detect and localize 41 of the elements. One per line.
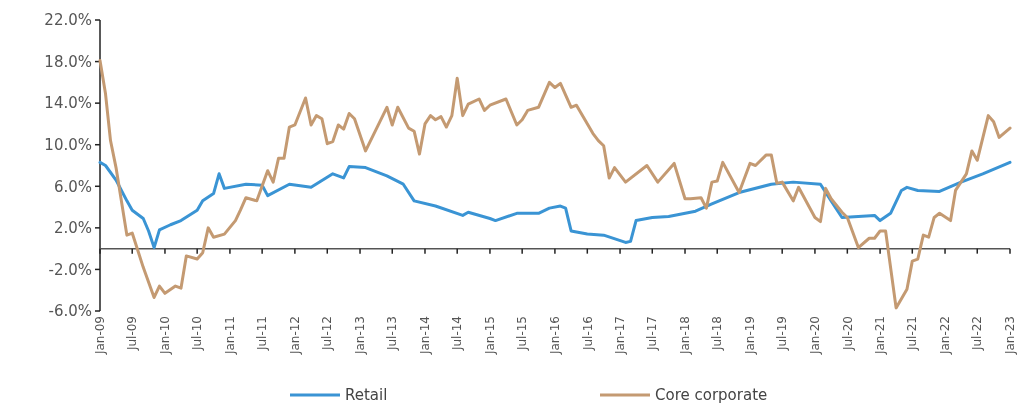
x-tick-label: Jul-10: [190, 316, 205, 352]
y-tick-label: 22.0%: [44, 11, 92, 30]
x-tick-label: Jul-21: [905, 316, 920, 352]
x-tick-label: Jul-22: [970, 316, 985, 352]
legend-label: Core corporate: [655, 386, 768, 404]
x-tick-label: Jan-14: [418, 316, 433, 356]
x-tick-label: Jul-15: [515, 316, 530, 352]
x-tick-label: Jan-17: [613, 316, 628, 356]
x-tick-label: Jul-18: [710, 316, 725, 352]
x-tick-label: Jan-22: [938, 316, 953, 356]
x-tick-label: Jul-11: [255, 316, 270, 352]
x-tick-label: Jul-13: [385, 316, 400, 352]
x-tick-label: Jan-15: [483, 316, 498, 356]
x-tick-label: Jan-23: [1003, 316, 1018, 356]
line-series: [98, 160, 1012, 250]
line-series: [98, 59, 1012, 310]
x-tick-label: Jan-09: [93, 316, 108, 356]
x-tick-label: Jan-10: [158, 316, 173, 356]
x-tick-label: Jul-19: [775, 316, 790, 352]
x-tick-label: Jan-11: [223, 316, 238, 356]
x-tick-label: Jul-16: [580, 316, 595, 352]
x-tick-label: Jan-16: [548, 316, 563, 356]
y-tick-label: -2.0%: [48, 260, 92, 279]
x-tick-label: Jul-14: [450, 316, 465, 352]
x-tick-label: Jul-20: [840, 316, 855, 352]
legend-label: Retail: [345, 386, 388, 404]
y-tick-label: 14.0%: [44, 94, 92, 113]
x-tick-label: Jan-13: [353, 316, 368, 356]
x-tick-label: Jan-21: [873, 316, 888, 356]
x-tick-label: Jul-09: [125, 316, 140, 352]
x-tick-label: Jul-12: [320, 316, 335, 352]
x-tick-label: Jul-17: [645, 316, 660, 352]
y-tick-label: 18.0%: [44, 52, 92, 71]
x-tick-label: Jan-20: [808, 316, 823, 356]
y-tick-label: 6.0%: [53, 177, 92, 196]
x-tick-label: Jan-18: [678, 316, 693, 356]
y-tick-label: 10.0%: [44, 135, 92, 154]
x-tick-label: Jan-19: [743, 316, 758, 356]
x-tick-label: Jan-12: [288, 316, 303, 356]
y-tick-label: 2.0%: [53, 219, 92, 238]
y-tick-label: -6.0%: [48, 302, 92, 321]
